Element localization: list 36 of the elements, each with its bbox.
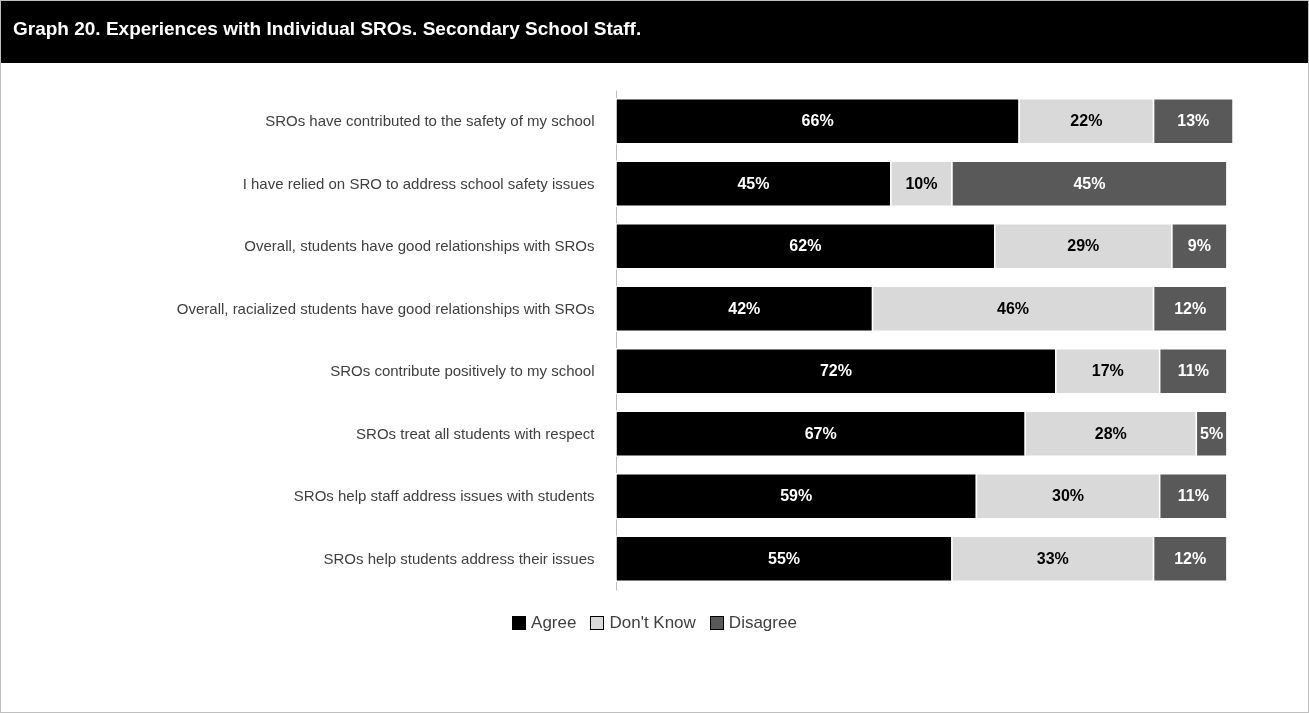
legend-label: Disagree [728,613,797,633]
data-label: 72% [819,362,852,380]
y-tick-label: I have relied on SRO to address school safety issues [242,174,595,192]
data-label: 33% [1036,549,1069,567]
y-tick-label: SROs have contributed to the safety of my school [265,112,595,130]
data-label: 66% [801,112,834,130]
legend-label: Don't Know [609,613,696,633]
data-label: 17% [1091,362,1124,380]
data-label: 11% [1177,362,1209,380]
data-label: 59% [780,487,813,505]
data-label: 12% [1174,299,1207,317]
data-label: 67% [804,424,837,442]
data-label: 12% [1174,549,1207,567]
data-label: 22% [1070,112,1103,130]
data-label: 62% [789,237,822,255]
y-tick-label: Overall, racialized students have good relationships with SROs [176,299,595,317]
text: Agree [531,613,577,633]
data-label: 10% [905,174,938,192]
data-label: 42% [728,299,761,317]
y-tick-label: Overall, students have good relationships with SROs [244,237,595,255]
y-tick-label: SROs treat all students with respect [356,424,596,442]
data-label: 9% [1187,237,1211,255]
text: Graph 20. Experiences with Individual SROs. Secondary School Staff. [1,1,1308,63]
data-label: 45% [1073,174,1106,192]
data-label: 55% [767,549,801,567]
y-tick-label: SROs help staff address issues with students [293,487,595,505]
y-tick-label: SROs help students address their issues [323,549,595,567]
data-label: 30% [1052,487,1085,505]
data-label: 13% [1177,112,1210,130]
data-label: 5% [1200,424,1224,442]
data-label: 29% [1067,237,1100,255]
y-tick-label: SROs contribute positively to my school [330,362,595,380]
data-label: 11% [1177,487,1209,505]
data-label: 45% [737,174,770,192]
data-label: 28% [1094,424,1127,442]
data-label: 46% [997,299,1030,317]
